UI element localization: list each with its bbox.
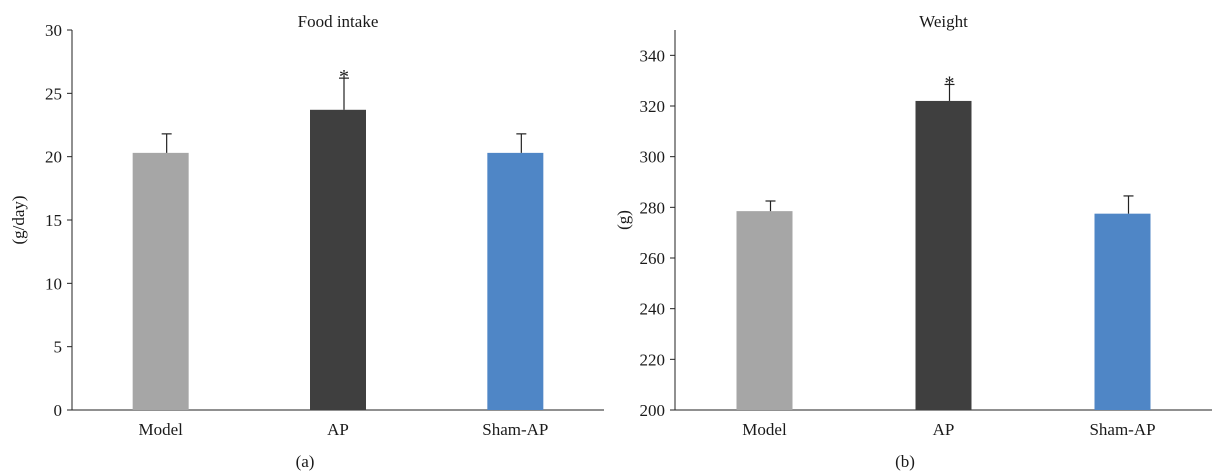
error-bar-model [765, 200, 776, 212]
bar-model [736, 211, 793, 410]
x-tick-label-model: Model [138, 420, 183, 439]
bar-sham-ap [487, 152, 544, 410]
y-tick-label: 220 [640, 350, 666, 369]
y-tick-label: 300 [640, 148, 666, 167]
panel-label-a: (a) [296, 452, 315, 471]
y-tick-label: 10 [45, 274, 62, 293]
y-tick-label: 25 [45, 84, 62, 103]
y-tick-label: 15 [45, 211, 62, 230]
y-tick-label: 320 [640, 97, 666, 116]
y-tick-label: 0 [54, 401, 63, 420]
bar-model [132, 152, 189, 410]
chart-title: Weight [919, 12, 968, 31]
error-bar-ap [339, 77, 349, 110]
significance-marker: * [945, 72, 955, 94]
y-tick-label: 200 [640, 401, 666, 420]
y-tick-label: 30 [45, 21, 62, 40]
panel-b-weight: 200 220 240 260 280 300 320 340 Model * AP Sham-AP W… [614, 12, 1212, 439]
y-tick-label: 260 [640, 249, 666, 268]
x-tick-label-ap: AP [933, 420, 955, 439]
error-bar-sham-ap [516, 133, 527, 153]
chart-title: Food intake [298, 12, 379, 31]
x-tick-label-sham-ap: Sham-AP [1089, 420, 1155, 439]
y-tick-label: 280 [640, 198, 666, 217]
bar-ap [915, 100, 972, 410]
y-tick-label: 240 [640, 300, 666, 319]
y-tick-label: 20 [45, 148, 62, 167]
y-tick-label: 340 [640, 46, 666, 65]
error-bar-sham-ap [1123, 195, 1134, 214]
panel-label-b: (b) [895, 452, 915, 471]
bar-ap [310, 109, 366, 411]
x-tick-label-model: Model [742, 420, 787, 439]
y-axis-label: (g/day) [9, 195, 28, 244]
error-bar-ap [944, 83, 955, 101]
x-tick-label-ap: AP [327, 420, 349, 439]
panel-a-food-intake: 0 5 10 15 20 25 30 Model * AP Sham-AP Food intake (g… [9, 12, 604, 439]
y-tick-label: 5 [54, 338, 63, 357]
significance-marker: * [339, 66, 349, 88]
x-tick-label-sham-ap: Sham-AP [482, 420, 548, 439]
bar-sham-ap [1094, 213, 1151, 410]
y-axis-label: (g) [614, 210, 633, 230]
error-bar-model [161, 133, 172, 153]
